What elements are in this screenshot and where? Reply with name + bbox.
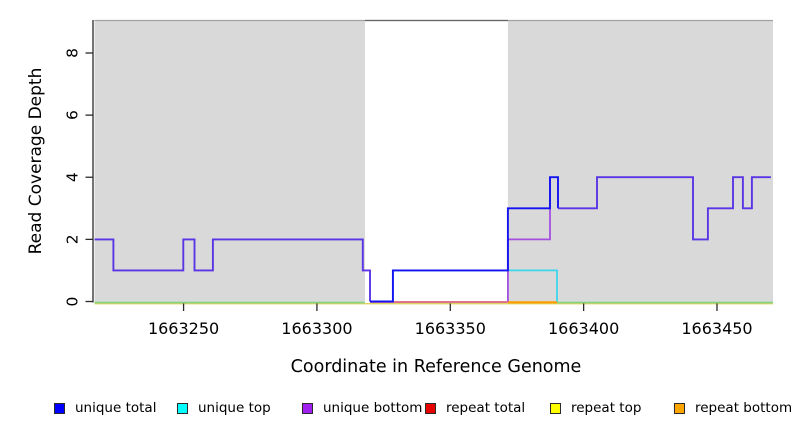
legend-swatch xyxy=(302,402,313,414)
y-tick-label: 2 xyxy=(63,234,81,244)
y-axis-title: Read Coverage Depth xyxy=(26,67,46,255)
legend-label: unique bottom xyxy=(323,400,423,416)
legend-swatch xyxy=(550,402,561,414)
y-tick-label: 4 xyxy=(63,172,81,182)
legend-label: repeat bottom xyxy=(695,400,792,416)
series-unique-total-left xyxy=(94,238,371,302)
x-tick-label: 1663300 xyxy=(281,319,352,338)
legend-item-unique-total: unique total xyxy=(54,399,156,417)
legend-item-unique-bottom: unique bottom xyxy=(302,399,422,417)
series-lines xyxy=(94,176,773,305)
axes: 0 2 4 6 8 1663250 1663300 1663350 1663400 1663450 xyxy=(63,20,753,338)
legend-item-unique-top: unique top xyxy=(177,399,271,417)
legend-item-repeat-bottom: repeat bottom xyxy=(674,399,792,417)
legend-swatch xyxy=(425,402,436,414)
series-unique-total-right xyxy=(558,176,771,241)
x-axis-title: Coordinate in Reference Genome xyxy=(290,357,582,377)
legend-label: unique total xyxy=(75,400,157,416)
legend-item-repeat-total: repeat total xyxy=(425,399,525,417)
y-tick-label: 6 xyxy=(63,110,81,120)
legend-label: unique top xyxy=(198,400,271,416)
y-tick-label: 0 xyxy=(63,297,81,307)
x-tick-label: 1663450 xyxy=(681,319,752,338)
legend-item-repeat-top: repeat top xyxy=(550,399,641,417)
legend-label: repeat total xyxy=(446,400,526,416)
plot-panel xyxy=(94,19,773,302)
legend-swatch xyxy=(674,402,685,414)
x-tick-label: 1663400 xyxy=(548,319,619,338)
series-unique-total-mid xyxy=(370,176,559,303)
legend-swatch xyxy=(54,402,65,414)
x-tick-label: 1663350 xyxy=(415,319,486,338)
legend-label: repeat top xyxy=(571,400,642,416)
legend: unique total unique top unique bottom repea… xyxy=(0,399,792,419)
x-tick-label: 1663250 xyxy=(148,319,219,338)
y-tick-label: 8 xyxy=(63,48,81,58)
legend-swatch xyxy=(177,402,188,414)
